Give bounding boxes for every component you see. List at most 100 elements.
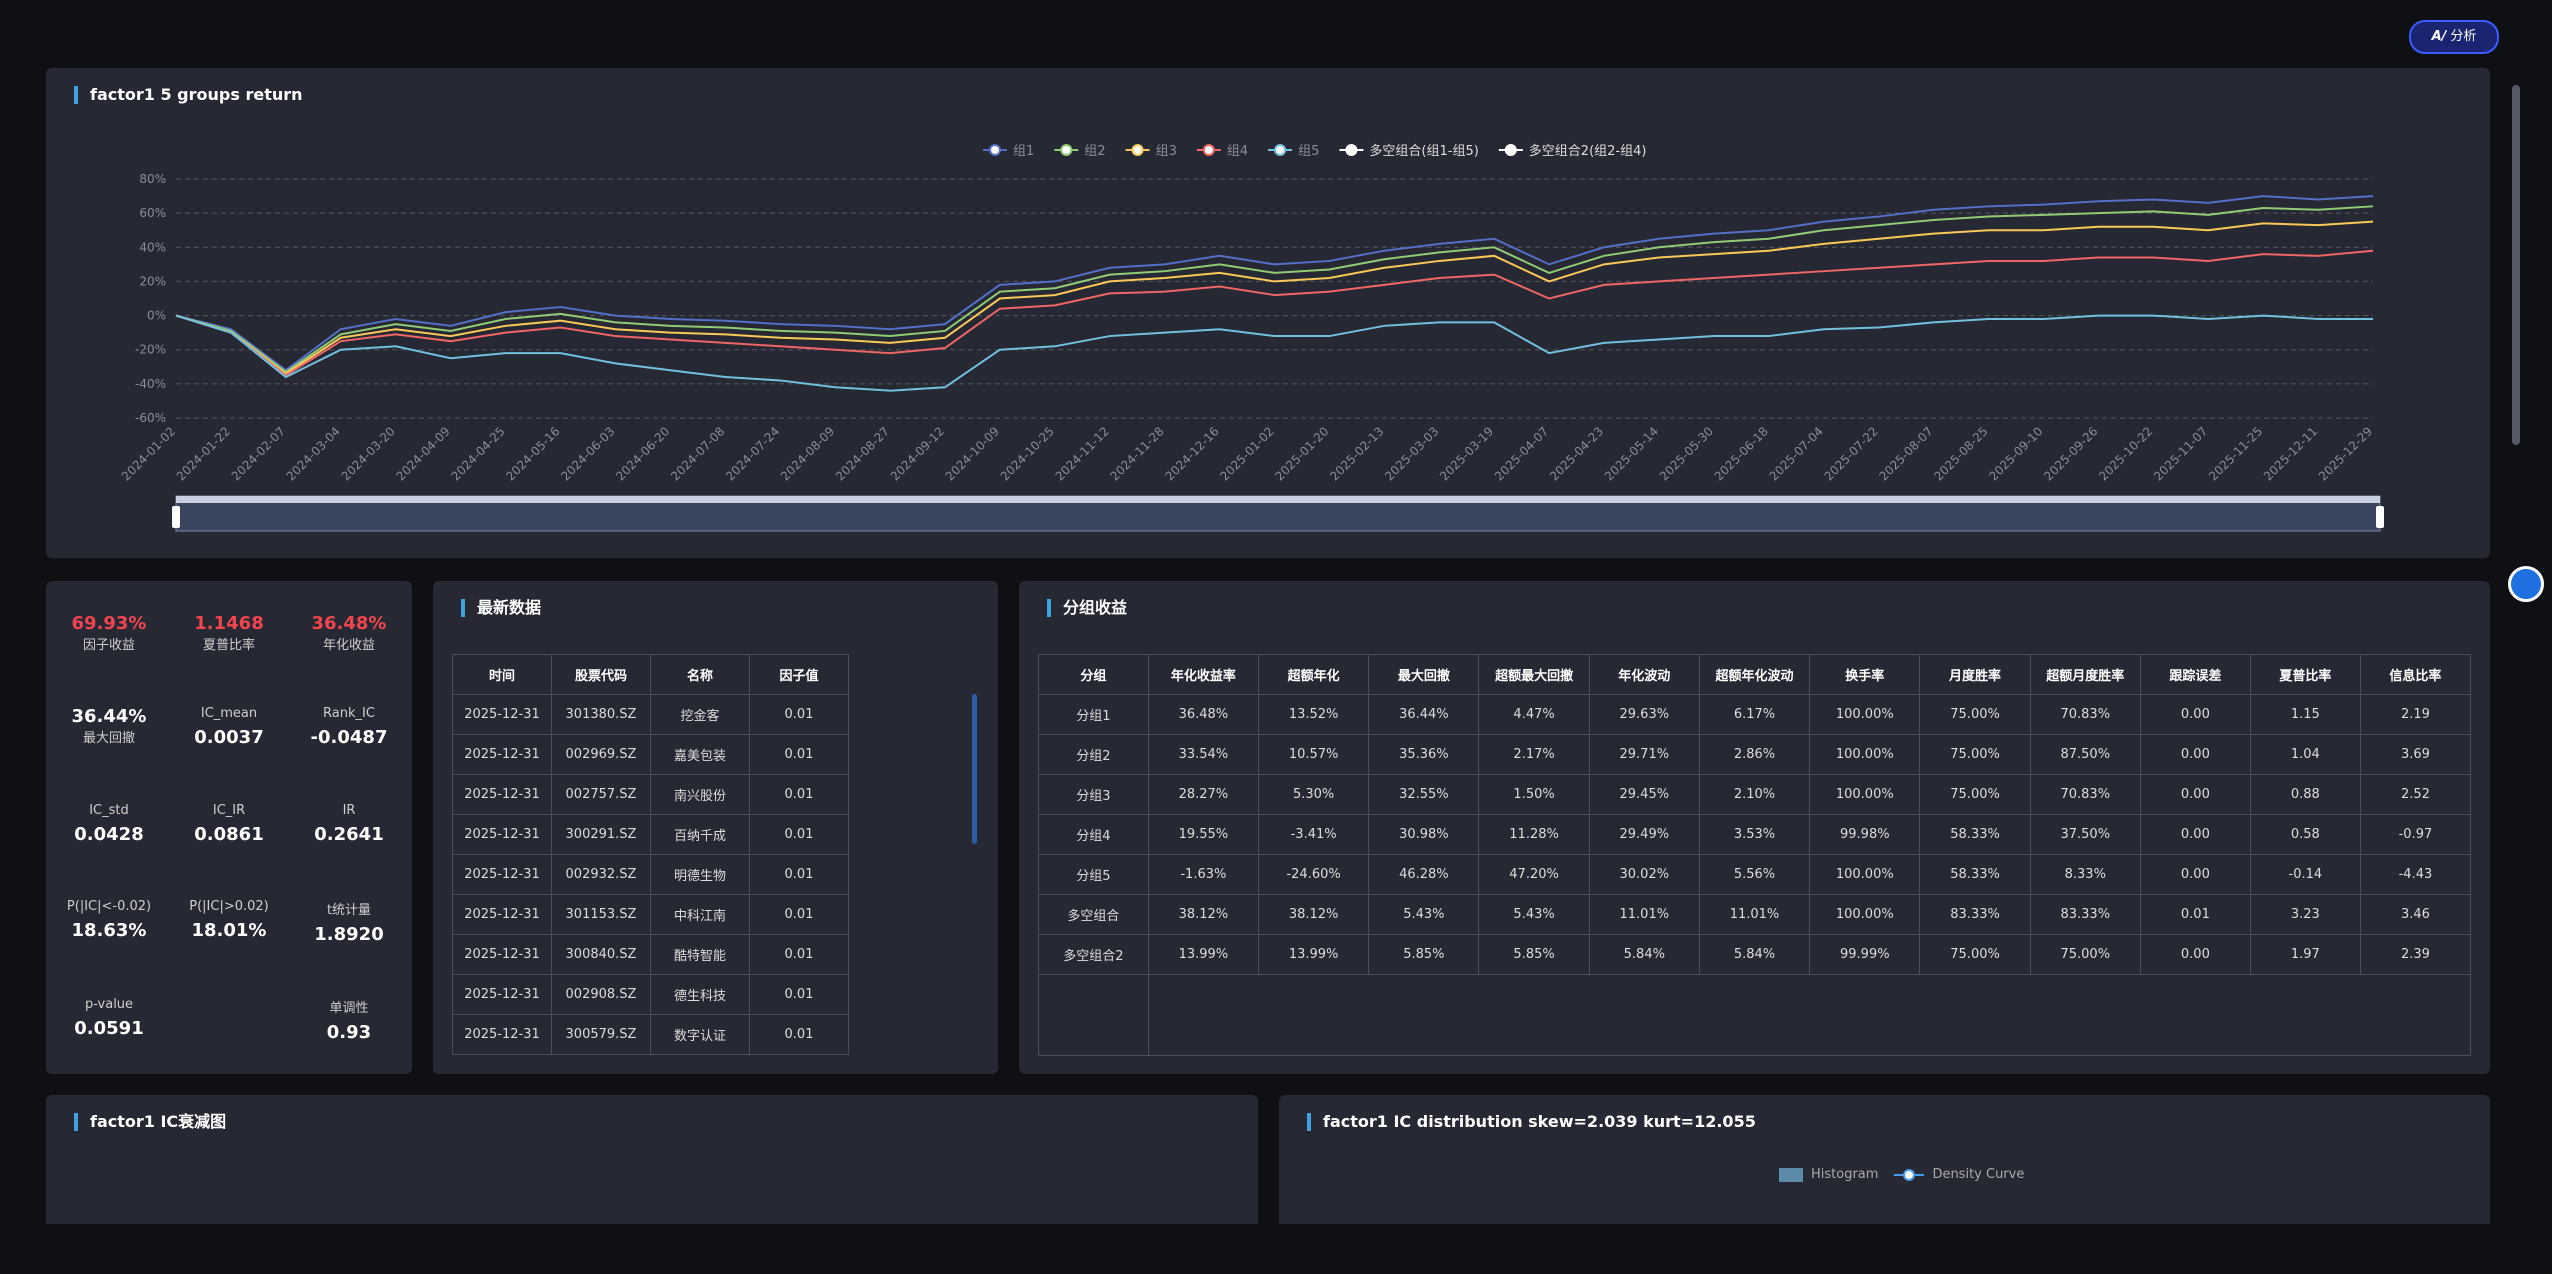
table-cell: 0.01	[749, 854, 849, 895]
column-header: 月度胜率	[1919, 654, 2031, 695]
table-cell: 2025-12-31	[452, 974, 552, 1015]
metric-label: 年化收益	[322, 638, 375, 653]
x-tick-label: 2025-05-30	[1657, 424, 1716, 483]
table-cell	[1919, 974, 2031, 1056]
table-cell: 70.83%	[2029, 774, 2141, 815]
legend-label: 多空组合(组1-组5)	[1369, 143, 1478, 159]
x-tick-label: 2024-01-22	[174, 424, 233, 483]
table-empty-row	[1038, 974, 2472, 1056]
table-row: 分组2 33.54% 10.57% 35.36% 2.17% 29.71% 2.86% 100…	[1038, 734, 2472, 775]
table-row: 2025-12-31 002969.SZ 嘉美包装 0.01	[452, 734, 982, 775]
table-cell: 5.84%	[1588, 934, 1700, 975]
x-tick-label: 2025-11-25	[2206, 424, 2265, 483]
data-table: 时间 股票代码 名称 因子值 2025-12-31 301380.SZ 挖金客 0.01 202…	[452, 654, 982, 1055]
button-label: 分析	[2450, 29, 2477, 44]
x-tick-label: 2024-02-07	[229, 424, 288, 483]
column-header: 分组	[1038, 654, 1149, 695]
table-row: 2025-12-31 002757.SZ 南兴股份 0.01	[452, 774, 982, 815]
chart: -60%-40%-20%0%20%40%60%80%2024-01-022024…	[119, 143, 2384, 532]
ic-decay-panel: factor1 IC衰减图	[46, 1095, 1258, 1235]
table-cell: 3.53%	[1698, 814, 1811, 855]
table-row: 2025-12-31 002908.SZ 德生科技 0.01	[452, 974, 982, 1015]
table-cell: 100.00%	[1809, 734, 1921, 775]
table-cell: 38.12%	[1147, 894, 1259, 935]
table-cell: 47.20%	[1478, 854, 1590, 895]
x-tick-label: 2024-07-08	[668, 424, 727, 483]
table-cell: 0.01	[749, 694, 849, 735]
x-tick-label: 2024-03-20	[339, 424, 398, 483]
table-cell: 2.17%	[1478, 734, 1590, 775]
table-spacer	[849, 695, 982, 735]
column-header: 信息比率	[2359, 654, 2472, 695]
metric-value: 0.0428	[74, 824, 144, 845]
metric-value: 18.63%	[71, 920, 147, 941]
table-cell: 100.00%	[1809, 774, 1921, 815]
table-cell: 30.02%	[1588, 854, 1700, 895]
column-header: 超额年化	[1257, 654, 1370, 695]
metric-value: 0.0861	[194, 824, 264, 845]
legend-marker	[1274, 144, 1287, 156]
help-icon[interactable]	[2508, 566, 2544, 602]
table-cell	[1589, 974, 1700, 1056]
metric-value: 36.48%	[311, 613, 387, 634]
x-tick-label: 2024-06-03	[558, 424, 617, 483]
table-cell: 29.63%	[1588, 694, 1700, 735]
table-spacer	[849, 895, 982, 935]
column-header: 年化收益率	[1147, 654, 1259, 695]
table-cell: 83.33%	[1919, 894, 2031, 935]
table-cell: 75.00%	[1919, 734, 2031, 775]
metric: P(|IC|<-0.02) 18.63%	[49, 899, 169, 941]
y-tick-label: 80%	[139, 172, 166, 186]
legend-marker	[1131, 144, 1144, 156]
table-cell: 0.01	[2139, 894, 2251, 935]
table-cell: 100.00%	[1809, 894, 1921, 935]
page-scrollbar[interactable]	[2512, 85, 2520, 445]
table-row: 多空组合2 13.99% 13.99% 5.85% 5.85% 5.84% 5.84% 99.…	[1038, 934, 2472, 975]
legend-marker	[1060, 144, 1073, 156]
column-header: 最大回撤	[1368, 654, 1480, 695]
table-cell: 分组4	[1038, 814, 1149, 855]
x-tick-label: 2024-07-24	[723, 424, 782, 483]
x-tick-label: 2025-08-07	[1877, 424, 1936, 483]
legend-label: 组2	[1084, 144, 1105, 159]
table-cell: 0.01	[749, 774, 849, 815]
metric-value: 1.1468	[194, 613, 264, 634]
x-tick-label: 2025-03-03	[1382, 424, 1441, 483]
table-cell	[1478, 974, 1590, 1056]
table-cell: 5.30%	[1257, 774, 1370, 815]
table-spacer	[849, 815, 982, 855]
groups-panel: 分组收益 分组 年化收益率 超额年化 最大回撤 超额最大回撤 年化波动 超额年化波动 换手率 月度…	[1019, 581, 2490, 1074]
table-row: 2025-12-31 300291.SZ 百纳千成 0.01	[452, 814, 982, 855]
table-cell	[1809, 974, 1920, 1056]
table-row: 2025-12-31 300579.SZ 数字认证 0.01	[452, 1014, 982, 1055]
table-cell: 2025-12-31	[452, 1014, 552, 1055]
table-cell: 301153.SZ	[551, 894, 651, 935]
table-cell: 11.01%	[1588, 894, 1700, 935]
column-header: 时间	[452, 654, 552, 695]
panel-title: factor1 IC衰减图	[74, 1113, 226, 1131]
x-tick-label: 2024-03-04	[284, 424, 343, 483]
table-cell: 29.71%	[1588, 734, 1700, 775]
table-cell: -3.41%	[1257, 814, 1370, 855]
table-cell: 0.01	[749, 814, 849, 855]
data-table: 分组 年化收益率 超额年化 最大回撤 超额最大回撤 年化波动 超额年化波动 换手率 月度胜率 超额…	[1038, 654, 2472, 1056]
table-cell: 5.85%	[1478, 934, 1590, 975]
table-cell	[2360, 974, 2472, 1056]
table-cell: 1.04	[2249, 734, 2361, 775]
panel-title: 分组收益	[1047, 599, 1127, 617]
table-header: 分组 年化收益率 超额年化 最大回撤 超额最大回撤 年化波动 超额年化波动 换手率 月度胜率 超额…	[1038, 654, 2472, 695]
metric: P(|IC|>0.02) 18.01%	[169, 899, 289, 941]
table-row: 分组3 28.27% 5.30% 32.55% 1.50% 29.45% 2.10% 100.…	[1038, 774, 2472, 815]
series-line	[175, 220, 2374, 375]
table-cell: 0.01	[749, 934, 849, 975]
table-cell: -0.14	[2249, 854, 2361, 895]
metric-value: 0.93	[326, 1022, 372, 1043]
x-tick-label: 2025-06-18	[1712, 424, 1771, 483]
column-header: 年化波动	[1588, 654, 1700, 695]
table-cell: 300579.SZ	[551, 1014, 651, 1055]
x-tick-label: 2025-10-22	[2096, 424, 2155, 483]
table-cell: 36.44%	[1368, 694, 1480, 735]
ai-button[interactable]: A/分析	[2409, 20, 2499, 54]
scrollbar[interactable]	[972, 694, 977, 844]
y-tick-label: -40%	[135, 377, 166, 391]
